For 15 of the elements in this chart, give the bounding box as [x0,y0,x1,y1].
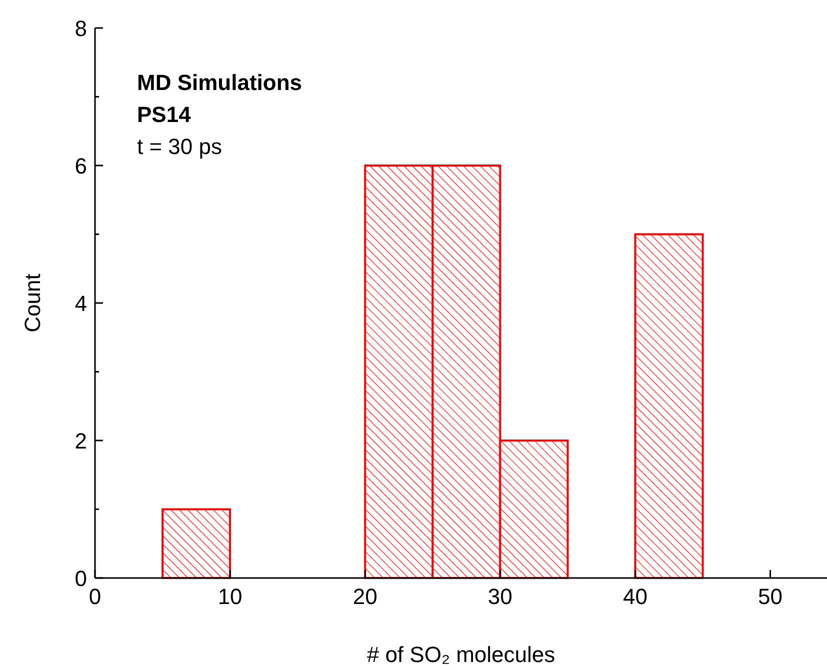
annotation: MD Simulations [137,70,302,95]
x-tick-label: 50 [758,584,783,609]
y-tick-label: 8 [74,16,87,41]
annotation: t = 30 ps [137,134,222,159]
y-tick-label: 2 [74,428,87,454]
x-axis-title: # of SO₂ molecules [366,642,556,667]
y-tick-label: 6 [74,154,87,178]
x-tick-label: 20 [352,584,378,609]
annotation: PS14 [137,102,192,127]
x-tick-label: 30 [488,584,512,609]
x-tick-label: 40 [622,584,648,609]
x-tick-label: 10 [218,584,242,609]
y-axis-title: Count [20,274,45,332]
y-tick-label: 4 [74,291,87,316]
y-tick-label: 0 [74,566,87,591]
